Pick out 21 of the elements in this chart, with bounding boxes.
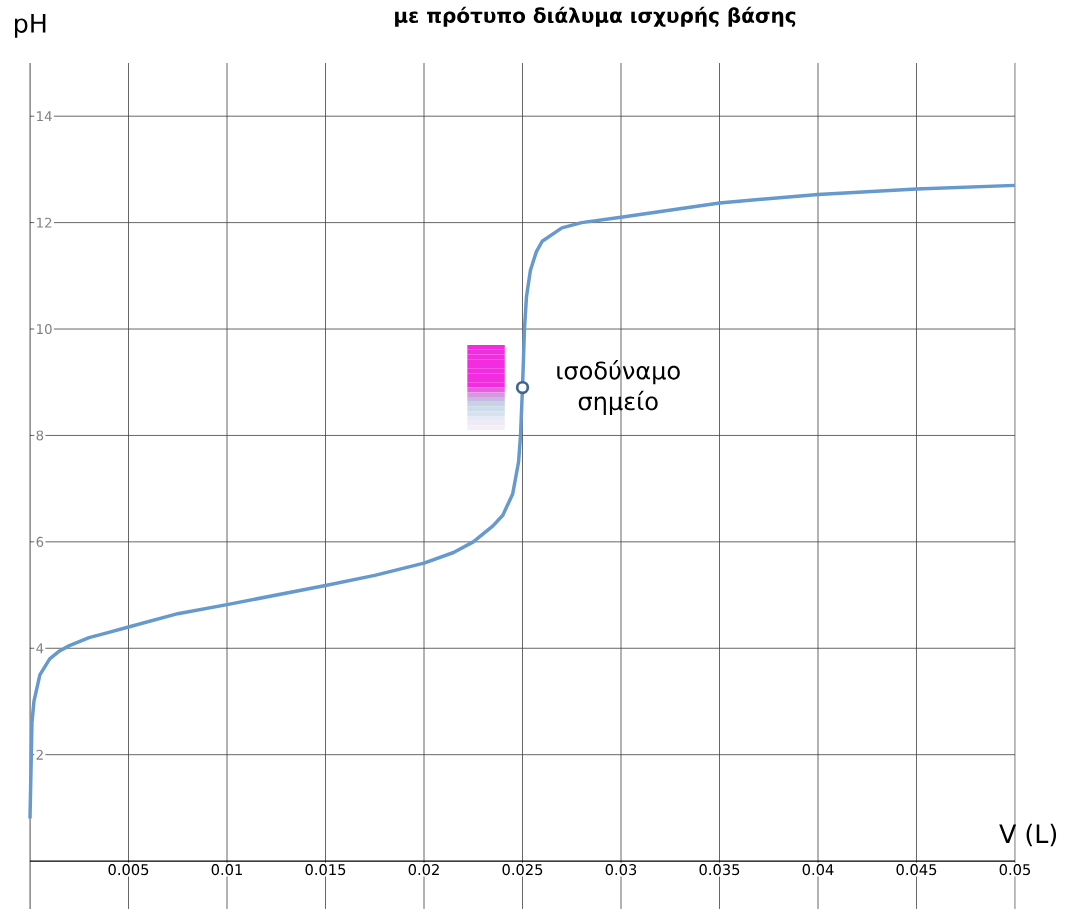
x-tick-label: 0.035 [699,864,740,876]
y-tick-label: 8 [36,430,44,441]
x-tick-label: 0.005 [108,864,149,876]
x-tick-label: 0.015 [305,864,346,876]
x-tick-label: 0.02 [408,864,439,876]
x-tick-label: 0.01 [211,864,242,876]
y-tick-label: 14 [37,111,52,122]
x-axis-title: V (L) [999,823,1057,847]
x-tick-label: 0.04 [802,864,834,876]
y-axis-title: pH [15,14,46,38]
x-tick-label: 0.025 [502,864,543,876]
x-tick-label: 0.045 [896,864,937,876]
x-tick-label: 0.05 [999,864,1031,876]
x-tick-label: 0.03 [605,864,637,876]
y-tick-label: 10 [37,323,52,335]
chart-title: με πρότυπο διάλυμα ισχυρής βάσης [395,6,796,27]
annotation: ισοδύναμο σημείο [557,360,680,415]
y-tick-label: 4 [36,643,44,654]
y-tick-label: 2 [36,749,43,760]
y-tick-label: 6 [36,536,44,547]
y-tick-label: 12 [37,217,52,228]
